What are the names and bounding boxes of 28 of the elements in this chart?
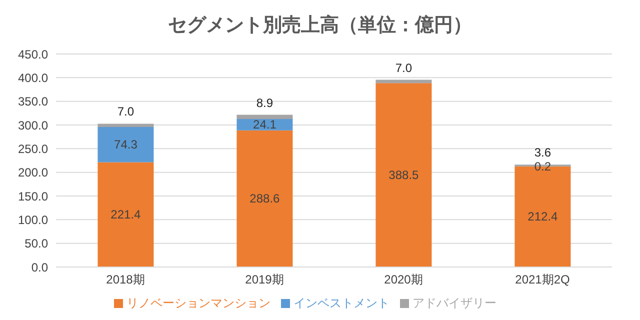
x-tick-label: 2019期	[245, 272, 284, 287]
data-label: 212.4	[528, 210, 558, 224]
data-label: 221.4	[110, 208, 142, 222]
y-tick-label: 50.0	[24, 236, 48, 251]
legend-label: インベストメント	[294, 296, 390, 310]
y-tick-label: 450.0	[18, 47, 48, 62]
data-label: 7.0	[117, 104, 134, 119]
x-tick-label: 2018期	[106, 272, 145, 287]
chart-title: セグメント別売上高（単位：億円）	[167, 14, 473, 38]
y-tick-label: 350.0	[18, 94, 48, 109]
y-tick-label: 250.0	[18, 142, 48, 156]
y-tick-label: 0.0	[31, 260, 48, 274]
x-tick-label: 2020期	[384, 272, 423, 287]
data-label: 388.5	[388, 168, 420, 182]
data-label: 24.1	[253, 118, 277, 132]
data-label: 7.0	[395, 60, 412, 75]
data-label: 74.3	[114, 138, 138, 152]
y-tick-label: 100.0	[18, 212, 48, 227]
data-label: 3.6	[534, 146, 552, 160]
y-tick-label: 300.0	[18, 118, 48, 132]
y-tick-label: 200.0	[18, 166, 48, 180]
y-tick-label: 400.0	[18, 70, 48, 85]
data-label: 8.9	[256, 96, 274, 110]
legend-label: リノベーションマンション	[126, 296, 270, 310]
x-tick-label: 2021期2Q	[515, 272, 570, 287]
y-tick-label: 150.0	[18, 189, 48, 204]
legend-label: アドバイザリー	[412, 296, 496, 310]
data-label: 288.6	[250, 192, 280, 206]
